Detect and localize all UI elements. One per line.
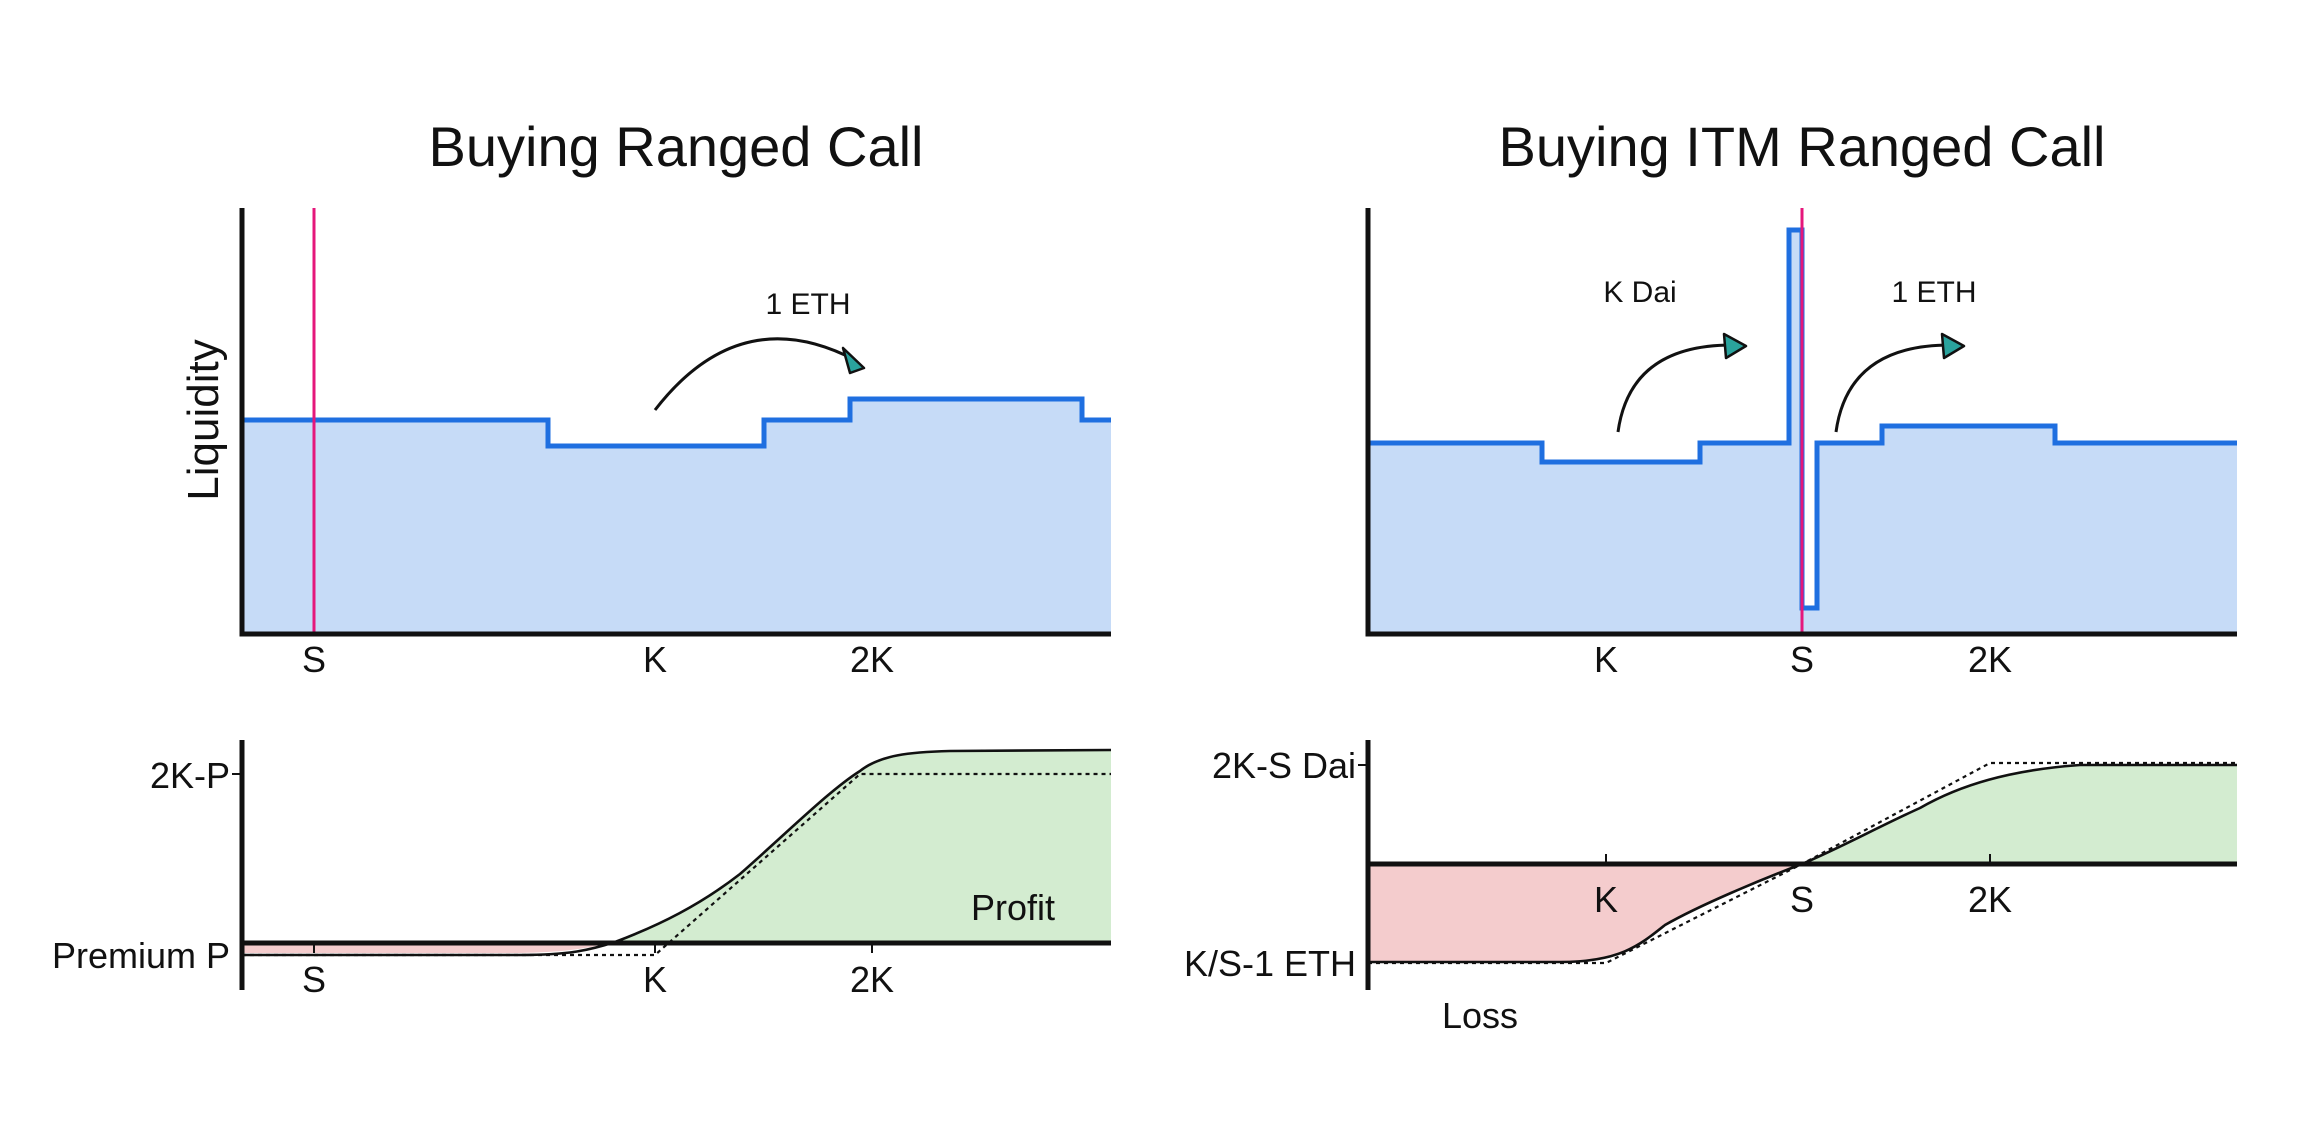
right-payoff-axes [1365,740,2237,990]
right-payoff-ylabel-min: K/S-1 ETH [1184,943,1356,984]
left-payoff-tick-k: K [643,959,667,1000]
left-payoff-axes [239,740,1111,990]
left-liq-tick-k: K [643,639,667,680]
right-payoff-tick-s: S [1790,879,1814,920]
left-liq-tick-s: S [302,639,326,680]
right-liquidity-axes [1365,208,2237,637]
left-payoff-ylabel-max: 2K-P [150,755,230,796]
left-panel: Buying Ranged Call Liquidity S K 2K 1 ET… [52,115,1112,1000]
left-liquidity-area [242,399,1111,632]
right-eth-arrowhead-icon [1940,332,1966,360]
left-liquidity-line [242,396,1111,449]
left-payoff-tick-s: S [302,959,326,1000]
right-payoff-ylabel-max: 2K-S Dai [1212,745,1356,786]
right-liquidity-chart: K S 2K K Dai 1 ETH [1365,208,2237,680]
left-profit-region [615,750,1111,943]
left-arrowhead-icon [841,346,866,375]
right-dai-arrow [1616,343,1733,433]
left-payoff-tick-2k: 2K [850,959,894,1000]
left-eth-annotation: 1 ETH [765,288,850,321]
right-dai-annotation: K Dai [1603,276,1676,309]
right-payoff-chart: 2K-S Dai K/S-1 ETH K S 2K Loss [1184,740,2237,1036]
left-ylabel: Liquidity [179,339,228,500]
right-dai-arrowhead-icon [1722,332,1748,360]
right-loss-region [1368,864,1802,963]
right-liquidity-area [1368,230,2237,632]
right-liq-tick-2k: 2K [1968,639,2012,680]
right-payoff-tick-2k: 2K [1968,879,2012,920]
left-profit-label: Profit [971,887,1055,928]
left-payoff-curve [242,748,1112,957]
left-payoff-ideal-curve [242,772,1111,957]
right-loss-label: Loss [1442,995,1518,1036]
right-eth-annotation: 1 ETH [1891,276,1976,309]
right-liq-tick-k: K [1594,639,1618,680]
left-payoff-chart: 2K-P Premium P S K 2K Profit [52,740,1112,1000]
right-profit-region [1802,765,2237,864]
left-payoff-ylabel-premium: Premium P [52,935,230,976]
right-payoff-tick-k: K [1594,879,1618,920]
right-title: Buying ITM Ranged Call [1499,115,2106,178]
left-liquidity-axes [239,208,1111,637]
left-liquidity-chart: Liquidity S K 2K 1 ETH [179,208,1111,680]
right-liq-tick-s: S [1790,639,1814,680]
right-panel: Buying ITM Ranged Call K S 2K K Dai 1 ET… [1184,115,2237,1036]
right-eth-arrow [1834,343,1951,433]
left-title: Buying Ranged Call [429,115,924,178]
left-swap-arrow [653,337,856,411]
left-liq-tick-2k: 2K [850,639,894,680]
